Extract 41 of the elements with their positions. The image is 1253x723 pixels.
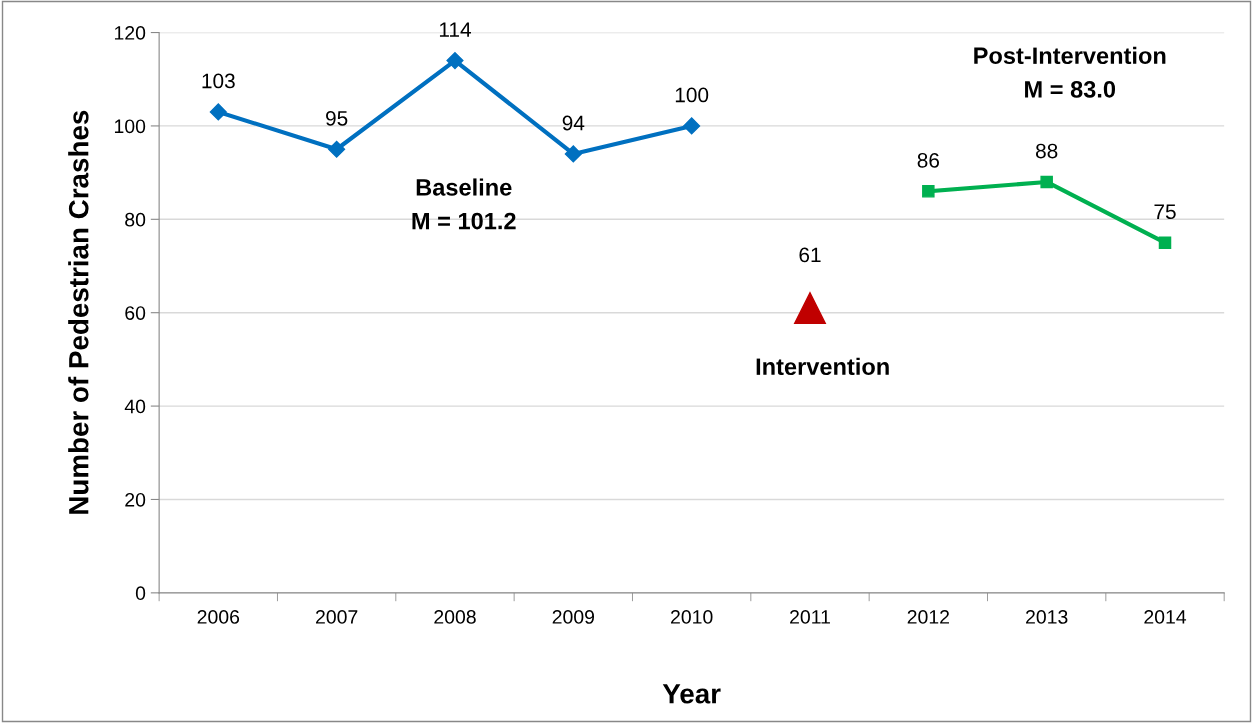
y-tick-label: 40 — [124, 399, 146, 414]
data-label: 95 — [326, 110, 348, 126]
point — [922, 185, 935, 198]
x-tick-label: 2013 — [1026, 610, 1068, 624]
x-tick-label: 2009 — [552, 610, 595, 624]
data-label: 75 — [1154, 204, 1176, 220]
point — [564, 145, 582, 163]
annotation: Intervention — [756, 357, 889, 376]
y-tick-label: 0 — [135, 586, 146, 601]
point — [794, 292, 826, 325]
data-label: 61 — [799, 247, 821, 263]
x-tick-label: 2006 — [197, 610, 240, 624]
x-tick-label: 2014 — [1144, 610, 1187, 624]
point — [1040, 175, 1053, 189]
annotation: M = 101.2 — [412, 212, 516, 230]
y-tick-label: 100 — [114, 119, 146, 134]
x-tick-label: 2010 — [671, 610, 713, 624]
y-tick-label: 60 — [125, 306, 146, 320]
point — [446, 51, 464, 70]
data-label: 86 — [917, 152, 940, 168]
x-axis-title: Year — [662, 684, 721, 704]
point — [683, 117, 701, 135]
y-tick-label: 120 — [114, 26, 146, 40]
x-tick-label: 2007 — [315, 610, 358, 624]
annotation: M = 83.0 — [1025, 80, 1116, 98]
data-label: 88 — [1035, 143, 1058, 159]
data-label: 94 — [562, 115, 585, 131]
point — [1158, 236, 1172, 249]
annotation: Post-Intervention — [974, 46, 1166, 65]
point — [209, 103, 227, 121]
data-label: 100 — [675, 87, 709, 103]
x-tick-label: 2011 — [790, 610, 830, 624]
x-tick-label: 2012 — [907, 610, 949, 624]
data-label: 114 — [439, 22, 471, 37]
point — [328, 140, 346, 158]
data-label: 103 — [202, 73, 235, 89]
y-tick-label: 80 — [125, 212, 146, 227]
x-tick-label: 2008 — [434, 610, 476, 624]
y-tick-label: 20 — [125, 492, 146, 507]
y-axis-title: Number of Pedestrian Crashes — [68, 110, 89, 514]
annotation: Baseline — [416, 178, 512, 196]
